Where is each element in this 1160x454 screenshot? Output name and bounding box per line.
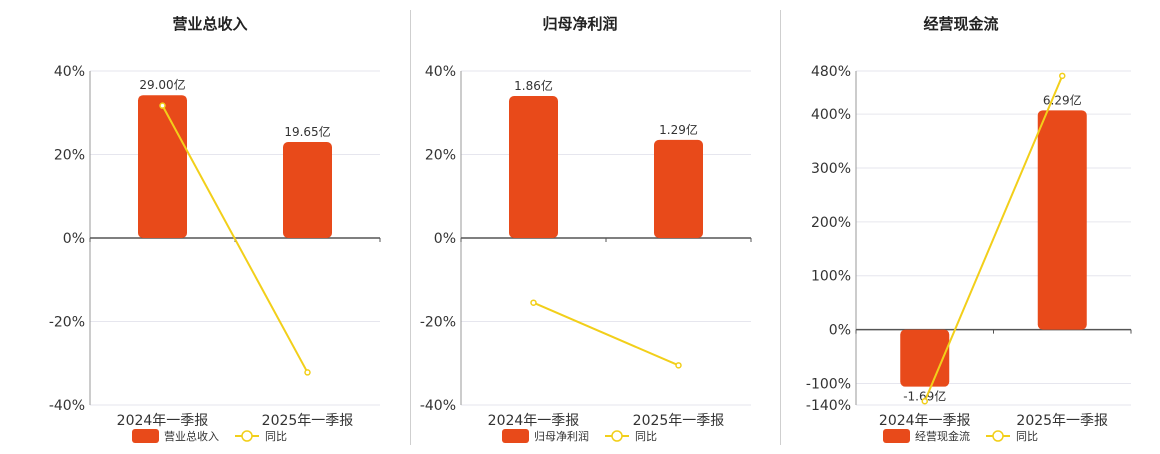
y-tick-label: 200% <box>811 215 851 231</box>
x-category-label: 2024年一季报 <box>488 413 580 429</box>
chart-panel-revenue: 营业总收入 40% 20% 0% -20% -40% 29.00亿 19.65亿 2024年一季… <box>0 0 410 450</box>
y-tick-label: 40% <box>425 64 456 80</box>
legend-label-bar: 营业总收入 <box>164 429 219 443</box>
yoy-line <box>533 301 679 367</box>
chart-title: 经营现金流 <box>923 15 998 33</box>
y-tick-label: 480% <box>811 64 851 80</box>
x-category-label: 2024年一季报 <box>117 413 209 429</box>
y-tick-label: 20% <box>54 148 85 164</box>
legend-swatch-point <box>241 430 253 442</box>
bar-value-label: 29.00亿 <box>139 77 185 92</box>
chart-panel-cash-flow: 经营现金流 480% 400% 300% 200% 100% 0% -100% -140% -1.… <box>781 0 1160 450</box>
legend-swatch-point <box>992 430 1004 442</box>
legend-label-line: 同比 <box>635 430 657 443</box>
y-tick-label: 40% <box>54 64 85 80</box>
yoy-point <box>1059 72 1066 80</box>
yoy-point <box>304 369 311 376</box>
y-tick-label: 20% <box>425 148 456 164</box>
x-category-label: 2025年一季报 <box>1016 413 1108 429</box>
bar-2024q1 <box>138 95 187 238</box>
bar-2025q1 <box>1037 110 1087 330</box>
bar-value-label: 1.29亿 <box>659 122 698 137</box>
y-tick-label: -100% <box>806 376 851 392</box>
yoy-point <box>675 362 682 369</box>
chart-net-profit: 归母净利润 40% 20% 0% -20% -40% 1.86亿 1.29亿 2024年一季报 2… <box>420 15 752 443</box>
y-tick-label: -140% <box>806 398 851 414</box>
legend-swatch-bar <box>502 429 529 443</box>
bar-2025q1 <box>283 141 332 238</box>
chart-title: 归母净利润 <box>542 15 617 33</box>
chart-revenue: 营业总收入 40% 20% 0% -20% -40% 29.00亿 19.65亿 2024年一季… <box>49 15 381 443</box>
y-tick-label: -40% <box>49 398 85 414</box>
chart-panel-net-profit: 归母净利润 40% 20% 0% -20% -40% 1.86亿 1.29亿 2024年一季报 2… <box>411 0 780 450</box>
yoy-line <box>161 105 309 373</box>
yoy-point <box>530 299 537 306</box>
y-tick-label: 100% <box>811 269 851 285</box>
legend-label-line: 同比 <box>265 430 287 443</box>
legend-swatch-bar <box>132 429 159 443</box>
legend-swatch-bar <box>883 429 910 443</box>
yoy-point <box>921 397 928 405</box>
yoy-line <box>923 75 1064 402</box>
y-tick-label: -20% <box>420 315 456 331</box>
y-tick-label: 400% <box>811 107 851 123</box>
bar-value-label: 6.29亿 <box>1043 92 1082 107</box>
bar-value-label: 19.65亿 <box>284 124 330 139</box>
chart-cash-flow: 经营现金流 480% 400% 300% 200% 100% 0% -100% -140% -1.… <box>806 15 1132 443</box>
y-tick-label: 0% <box>63 231 85 247</box>
legend-label-bar: 归母净利润 <box>534 429 589 443</box>
legend-label-bar: 经营现金流 <box>915 429 970 443</box>
panel-divider <box>780 10 781 445</box>
yoy-point <box>159 102 166 109</box>
y-tick-label: -20% <box>49 315 85 331</box>
legend-label-line: 同比 <box>1016 430 1038 443</box>
x-category-label: 2025年一季报 <box>262 413 354 429</box>
y-tick-label: 300% <box>811 161 851 177</box>
y-tick-label: 0% <box>829 323 851 339</box>
bar-value-label: -1.69亿 <box>903 389 946 404</box>
legend-swatch-point <box>611 430 623 442</box>
bar-2025q1 <box>654 139 703 238</box>
bar-2024q1 <box>509 96 558 238</box>
x-category-label: 2024年一季报 <box>879 413 971 429</box>
y-tick-label: -40% <box>420 398 456 414</box>
panel-divider <box>410 10 411 445</box>
x-category-label: 2025年一季报 <box>633 413 725 429</box>
y-tick-label: 0% <box>434 231 456 247</box>
bar-value-label: 1.86亿 <box>514 78 553 93</box>
chart-title: 营业总收入 <box>172 15 247 33</box>
